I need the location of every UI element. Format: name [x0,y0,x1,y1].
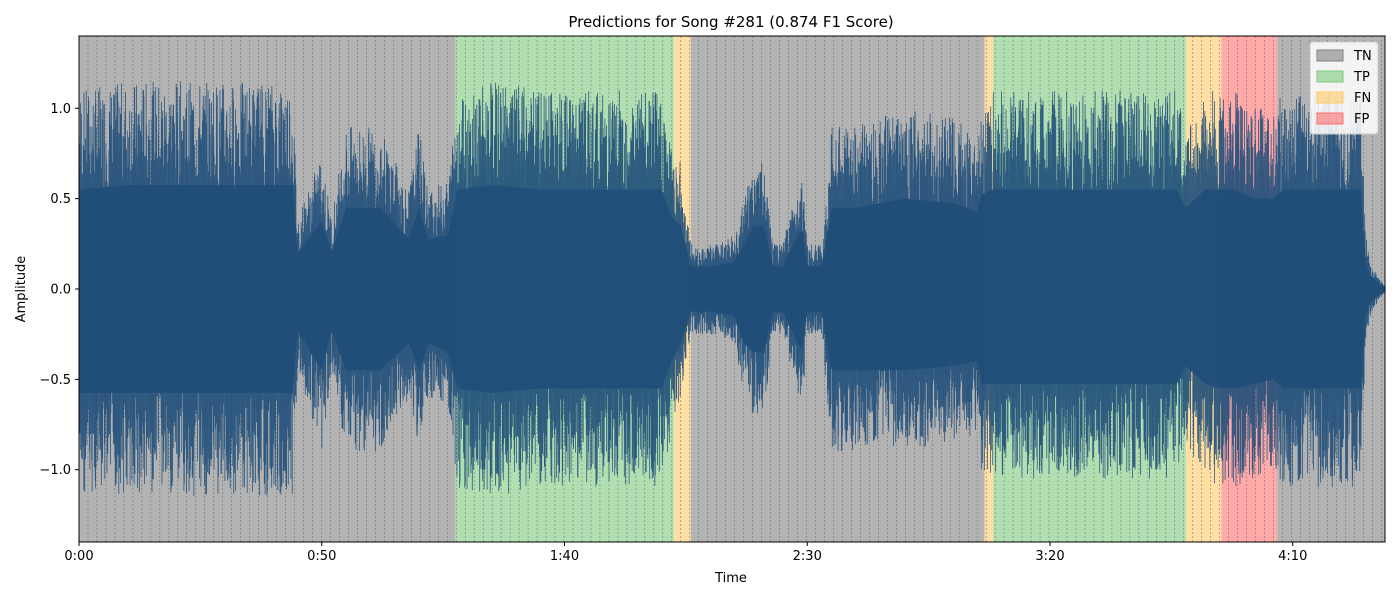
x-axis-label: Time [714,571,747,586]
x-tick-label: 0:00 [64,549,93,564]
legend-swatch-tp [1316,70,1344,83]
legend-label-tp: TP [1353,70,1370,85]
legend-label-fn: FN [1354,91,1371,106]
legend-swatch-fp [1316,112,1344,125]
legend-swatch-fn [1316,91,1344,104]
x-axis: 0:00 0:50 1:40 2:30 3:20 4:10 [64,542,1307,564]
legend-swatch-tn [1316,49,1344,62]
chart-title: Predictions for Song #281 (0.874 F1 Scor… [568,13,893,31]
waveform-core [79,185,1385,393]
x-tick-label: 4:10 [1278,549,1307,564]
y-axis-label: Amplitude [14,256,29,323]
x-tick-label: 0:50 [307,549,336,564]
y-tick-label: 1.0 [50,102,71,117]
legend-box [1309,41,1379,135]
legend-label-tn: TN [1353,49,1372,64]
y-tick-label: −1.0 [39,463,71,478]
y-axis: 1.0 0.5 0.0 −0.5 −1.0 [39,102,79,478]
y-tick-label: 0.0 [50,283,71,298]
legend: TN TP FN FP [1309,41,1379,135]
x-tick-label: 3:20 [1035,549,1064,564]
y-tick-label: 0.5 [50,192,71,207]
plot-area [78,35,1386,543]
x-tick-label: 2:30 [793,549,822,564]
y-tick-label: −0.5 [39,373,71,388]
legend-label-fp: FP [1354,112,1369,127]
x-tick-label: 1:40 [550,549,579,564]
